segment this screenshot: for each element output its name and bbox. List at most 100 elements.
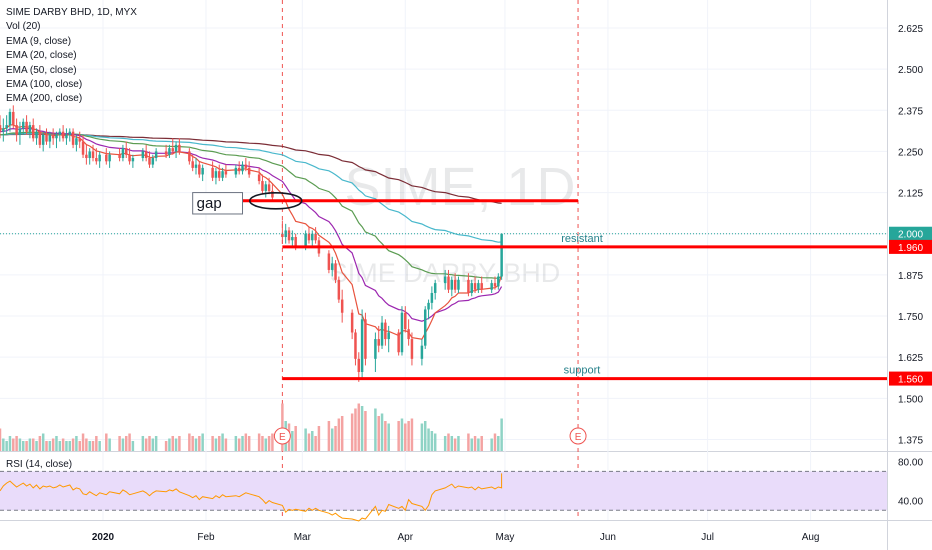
candle bbox=[2, 118, 5, 142]
time-tick-label: Aug bbox=[802, 532, 820, 543]
candle bbox=[244, 158, 248, 172]
volume-bar bbox=[174, 438, 178, 451]
volume-bar bbox=[121, 438, 125, 451]
earnings-marker: E bbox=[569, 427, 587, 445]
rsi-band bbox=[0, 471, 887, 511]
candle-body bbox=[453, 279, 457, 290]
candle-body bbox=[38, 131, 42, 145]
candle-body bbox=[154, 151, 158, 159]
candle bbox=[357, 352, 361, 382]
candle bbox=[198, 161, 201, 178]
rsi-tick-label: 40.00 bbox=[898, 497, 923, 508]
candle-body bbox=[467, 279, 470, 293]
price-tick-label: 2.250 bbox=[898, 147, 923, 158]
candle-body bbox=[430, 292, 434, 303]
candle-body bbox=[294, 237, 297, 247]
candle-body bbox=[360, 319, 364, 372]
indicator-ema-9[interactable]: EMA (9, close) bbox=[6, 35, 72, 47]
gap-ellipse bbox=[248, 192, 303, 210]
rsi-legend[interactable]: RSI (14, close) bbox=[6, 459, 73, 470]
candle-body bbox=[18, 128, 22, 135]
volume-bar bbox=[191, 436, 194, 451]
candle bbox=[38, 125, 42, 149]
volume-bar bbox=[5, 441, 8, 451]
candle-body bbox=[490, 283, 493, 290]
candle-body bbox=[433, 283, 437, 293]
price-marker-bg bbox=[889, 226, 932, 241]
volume-bar bbox=[450, 436, 454, 451]
volume-bar bbox=[380, 413, 384, 451]
candle-body bbox=[211, 167, 214, 178]
candle-body bbox=[2, 128, 5, 132]
candle bbox=[291, 230, 294, 247]
candle bbox=[178, 138, 181, 155]
volume-bar bbox=[457, 436, 460, 451]
volume-bar bbox=[443, 436, 447, 451]
indicator-ema-50[interactable]: EMA (50, close) bbox=[6, 64, 77, 76]
candle bbox=[450, 276, 454, 297]
symbol-title[interactable]: SIME DARBY BHD, 1D, MYX bbox=[6, 7, 137, 18]
candle-body bbox=[500, 233, 503, 277]
candle-body bbox=[281, 233, 284, 238]
volume-bar bbox=[71, 438, 75, 451]
candle-body bbox=[22, 121, 25, 129]
candle bbox=[350, 309, 354, 340]
candle bbox=[45, 128, 48, 145]
candle-body bbox=[198, 164, 201, 175]
volume-bar bbox=[105, 433, 108, 451]
candle-body bbox=[427, 302, 430, 310]
candle bbox=[58, 128, 62, 142]
candle bbox=[360, 309, 364, 379]
time-tick-label: Jul bbox=[701, 532, 714, 543]
volume-bar bbox=[25, 441, 28, 451]
candle bbox=[174, 141, 178, 159]
candle-body bbox=[128, 154, 131, 162]
volume-bar bbox=[404, 423, 407, 451]
volume-bar bbox=[247, 436, 251, 451]
candle-body bbox=[5, 125, 8, 129]
candle bbox=[237, 161, 241, 175]
candle-body bbox=[8, 111, 12, 126]
candle bbox=[214, 167, 218, 185]
candle-body bbox=[191, 161, 194, 168]
candle bbox=[493, 276, 497, 290]
candle-body bbox=[447, 276, 450, 290]
candle bbox=[261, 174, 264, 195]
candle bbox=[5, 115, 8, 135]
candle bbox=[470, 279, 473, 297]
candle-body bbox=[65, 134, 68, 139]
candle-body bbox=[151, 158, 155, 165]
volume-bar bbox=[168, 438, 171, 451]
indicator-ema-200[interactable]: EMA (200, close) bbox=[6, 93, 83, 105]
volume-bar bbox=[360, 406, 364, 451]
candle bbox=[141, 148, 145, 162]
candle bbox=[473, 276, 477, 293]
volume-bar bbox=[420, 423, 424, 451]
volume-bar bbox=[164, 441, 168, 451]
candle-body bbox=[420, 345, 424, 359]
candle bbox=[68, 128, 72, 142]
indicator-volume[interactable]: Vol (20) bbox=[6, 21, 41, 33]
candle-body bbox=[224, 171, 228, 175]
gap-annotation-box bbox=[192, 192, 244, 215]
indicator-ema-100[interactable]: EMA (100, close) bbox=[6, 79, 83, 91]
candle-body bbox=[497, 276, 500, 287]
candle bbox=[337, 276, 341, 303]
volume-bar bbox=[188, 433, 191, 451]
candle bbox=[377, 325, 380, 353]
chart-legend: SIME DARBY BHD, 1D, MYX Vol (20) EMA (9,… bbox=[6, 6, 137, 107]
candle-body bbox=[307, 233, 311, 241]
indicator-ema-20[interactable]: EMA (20, close) bbox=[6, 50, 77, 62]
candle-body bbox=[443, 276, 447, 284]
candle-body bbox=[12, 111, 15, 126]
volume-bar bbox=[95, 436, 98, 451]
candle bbox=[267, 177, 271, 195]
candle bbox=[61, 125, 65, 142]
volume-bar bbox=[490, 438, 493, 451]
candle-body bbox=[0, 125, 2, 132]
volume-bar bbox=[304, 428, 307, 451]
price-tick-label: 1.750 bbox=[898, 312, 923, 323]
candle-body bbox=[450, 279, 454, 290]
time-tick-label: Feb bbox=[197, 532, 215, 543]
volume-bar bbox=[473, 436, 477, 451]
